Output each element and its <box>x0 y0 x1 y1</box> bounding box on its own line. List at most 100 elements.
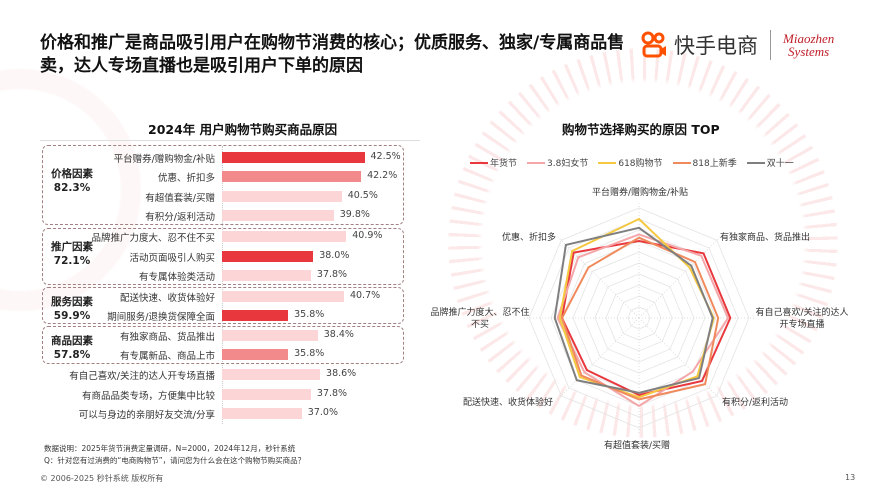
legend-swatch <box>527 161 546 164</box>
legend-label: 3.8妇女节 <box>547 159 589 169</box>
kuaishou-logo-icon <box>641 31 666 58</box>
radar-axis-label: 有独家商品、货品推出 <box>720 233 811 243</box>
page-number: 13 <box>845 473 856 482</box>
radar-legend: 年货节 3.8妇女节 618购物节 818上新季 双十一 <box>470 156 794 169</box>
legend-swatch <box>598 161 617 164</box>
logos: 快手电商 Miaozhen Systems <box>640 30 834 60</box>
bar <box>222 152 365 163</box>
bar <box>222 270 311 281</box>
radar-axis <box>556 317 640 401</box>
data-source-note: 数据说明：2025年货节消费定量调研，N=2000，2024年12月，秒针系统 <box>44 444 296 453</box>
bar-row: 优惠、折扣多 42.2% <box>40 167 420 186</box>
question-note: Q：针对您有过消费的“电商购物节”，请问您为什么会在这个购物节购买商品？ <box>44 456 306 465</box>
bar-value: 35.8% <box>294 348 325 359</box>
bar-row: 平台赠券/赠购物金/补贴 42.5% <box>40 148 420 167</box>
radar-axis-label: 配送快速、收货体验好 <box>463 398 554 408</box>
bar <box>222 171 362 182</box>
bar-value: 39.8% <box>339 209 370 220</box>
radar-axis-label: 优惠、折扣多 <box>502 233 557 243</box>
radar-axis <box>556 235 640 319</box>
logo-divider <box>770 30 771 60</box>
bar-row: 有专属体验类活动 37.8% <box>40 266 420 285</box>
bar-label: 配送快速、收货体验好 <box>119 293 215 304</box>
legend-label: 618购物节 <box>618 159 663 169</box>
bar-row: 可以与身边的亲朋好友交流/分享 37.0% <box>40 404 420 423</box>
bar-value: 35.8% <box>294 309 325 320</box>
radar-axis-label: 有积分/返利活动 <box>722 398 789 408</box>
bar-label: 平台赠券/赠购物金/补贴 <box>113 154 215 165</box>
group-share: 82.3% <box>53 182 91 194</box>
bar-row: 有专属新品、商品上市 35.8% <box>40 345 420 364</box>
radar-series-双十一 <box>553 226 714 394</box>
legend-item: 双十一 <box>746 156 794 169</box>
bar-value: 37.8% <box>316 269 348 280</box>
group-share: 59.9% <box>53 310 91 322</box>
group-box <box>42 287 404 324</box>
group-label: 价格因素 82.3% <box>44 167 100 195</box>
group-share: 72.1% <box>53 255 91 267</box>
group-name: 商品因素 <box>51 335 93 347</box>
bar-row: 有商品品类专场，方便集中比较 37.8% <box>40 385 420 404</box>
group-label: 商品因素 57.8% <box>44 334 100 362</box>
bar <box>222 349 289 360</box>
radar-axis <box>638 235 722 319</box>
radar-chart <box>523 202 755 434</box>
bar-label: 优惠、折扣多 <box>157 173 215 184</box>
radar-grid-ring <box>594 273 684 363</box>
radar-series-818上新季 <box>560 236 720 401</box>
bar-label: 活动页面吸引人购买 <box>129 253 215 264</box>
bar <box>222 389 311 400</box>
bar-label: 有超值套装/买赠 <box>145 193 215 204</box>
kuaishou-logo-text: 快手电商 <box>674 34 758 58</box>
bar-label: 有积分/返利活动 <box>145 212 215 223</box>
group-box <box>42 326 404 364</box>
legend-item: 年货节 <box>470 156 517 169</box>
bar-label: 可以与身边的亲朋好友交流/分享 <box>78 410 215 421</box>
bar-value: 38.0% <box>319 250 350 261</box>
bar-label: 有商品品类专场，方便集中比较 <box>81 391 215 402</box>
group-label: 推广因素 72.1% <box>44 240 100 268</box>
radar-grid-ring <box>627 306 651 330</box>
bar-chart-title: 2024年 用户购物节购买商品原因 <box>148 122 338 137</box>
group-label: 服务因素 59.9% <box>44 295 100 323</box>
bar-label: 有专属体验类活动 <box>138 272 215 283</box>
bar <box>222 408 302 419</box>
legend-item: 618购物节 <box>598 156 663 169</box>
legend-item: 818上新季 <box>672 156 737 169</box>
bar-row: 有独家商品、货品推出 38.4% <box>40 326 420 345</box>
radar-series-618购物节 <box>558 217 715 399</box>
bar-row: 有自己喜欢/关注的达人开专场直播 38.6% <box>40 365 420 384</box>
bar-label: 品牌推广力度大、忍不住不买 <box>91 233 215 244</box>
bar-row: 活动页面吸引人购买 38.0% <box>40 247 420 266</box>
bar <box>222 310 289 321</box>
bar <box>222 330 318 341</box>
radar-series-3.8妇女节 <box>556 233 730 408</box>
legend-label: 年货节 <box>490 159 518 169</box>
group-name: 推广因素 <box>51 241 93 253</box>
bar <box>222 291 344 302</box>
radar-series-年货节 <box>560 239 732 397</box>
group-box <box>42 228 404 285</box>
page-title: 价格和推广是商品吸引用户在购物节消费的核心；优质服务、独家/专属商品售卖，达人专… <box>40 33 625 76</box>
decorative-rays <box>0 60 240 320</box>
bar-value: 37.8% <box>316 388 348 399</box>
bar-value: 42.2% <box>367 170 398 181</box>
radar-axis-label: 有自己喜欢/关注的达人开专场直播 <box>755 308 849 330</box>
divider <box>40 140 420 141</box>
bar-value: 38.4% <box>323 329 354 340</box>
bar-axis <box>222 146 223 424</box>
bar-label: 期间服务/退换货保障全面 <box>107 312 215 323</box>
legend-item: 3.8妇女节 <box>527 156 588 169</box>
legend-swatch <box>470 161 488 164</box>
group-box <box>42 145 404 225</box>
group-name: 服务因素 <box>51 296 93 308</box>
bar <box>222 231 347 242</box>
legend-swatch <box>672 161 691 164</box>
bar <box>222 369 321 380</box>
legend-label: 双十一 <box>766 159 794 169</box>
bar-label: 有独家商品、货品推出 <box>119 332 215 343</box>
radar-axis-label: 有超值套装/买赠 <box>604 441 671 451</box>
bar-value: 40.7% <box>349 290 381 301</box>
radar-chart-title: 购物节选择购买的原因 TOP <box>562 122 720 137</box>
bar-label: 有自己喜欢/关注的达人开专场直播 <box>69 371 215 382</box>
